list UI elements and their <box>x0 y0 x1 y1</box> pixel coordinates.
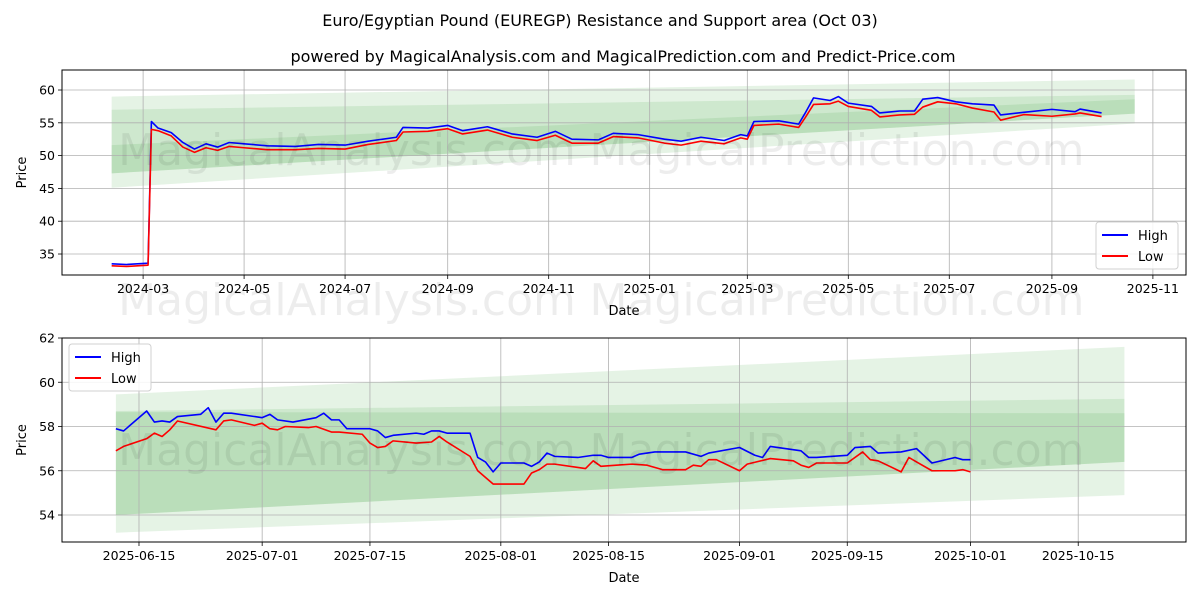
legend-label-low: Low <box>1138 250 1164 265</box>
x-tick-label: 2025-11 <box>1127 281 1179 296</box>
x-tick-label: 2024-07 <box>319 281 371 296</box>
legend-label-low: Low <box>111 372 137 387</box>
top-chart: 2024-03 2024-05 2024-07 2024-09 2024-11 2025-… <box>15 69 1187 319</box>
y-axis-label: Price <box>15 157 30 189</box>
watermark-prediction: MagicalPrediction.com <box>590 275 1085 326</box>
x-tick-label: 2025-09-01 <box>703 548 776 563</box>
x-tick-label: 2025-01 <box>624 281 676 296</box>
y-tick-label: 54 <box>39 508 55 523</box>
x-tick-label: 2025-03 <box>721 281 773 296</box>
x-tick-label: 2025-07-15 <box>334 548 407 563</box>
x-axis-label: Date <box>608 304 639 319</box>
x-tick-label: 2025-07 <box>923 281 975 296</box>
x-tick-label: 2025-09 <box>1026 281 1078 296</box>
x-tick-label: 2024-05 <box>218 281 270 296</box>
x-tick-label: 2024-09 <box>422 281 474 296</box>
x-tick-label: 2025-06-15 <box>103 548 176 563</box>
support-resistance-band <box>115 346 1125 533</box>
y-tick-label: 56 <box>39 463 55 478</box>
y-tick-label: 60 <box>39 83 55 98</box>
x-tick-label: 2024-11 <box>523 281 575 296</box>
x-tick-label: 2025-08-15 <box>572 548 645 563</box>
y-axis-label: Price <box>15 424 30 456</box>
watermark-analysis: MagicalAnalysis.com <box>118 125 576 176</box>
x-tick-label: 2025-05 <box>822 281 874 296</box>
legend-label-high: High <box>111 351 141 366</box>
legend-label-high: High <box>1138 229 1168 244</box>
watermark-prediction: MagicalPrediction.com <box>590 425 1085 476</box>
y-tick-label: 62 <box>39 331 55 346</box>
plot-frame <box>61 337 1187 543</box>
y-tick-label: 58 <box>39 419 55 434</box>
support-resistance-band <box>115 412 1125 516</box>
chart-subtitle: powered by MagicalAnalysis.com and Magic… <box>290 47 955 66</box>
legend: High Low <box>68 343 152 392</box>
plot-frame <box>61 69 1187 276</box>
support-resistance-band <box>111 99 1135 174</box>
x-tick-label: 2025-10-15 <box>1042 548 1115 563</box>
chart-title: Euro/Egyptian Pound (EUREGP) Resistance … <box>322 11 878 30</box>
x-tick-label: 2025-08-01 <box>464 548 537 563</box>
legend-box <box>68 343 152 392</box>
watermark-analysis: MagicalAnalysis.com <box>118 425 576 476</box>
x-tick-label: 2025-10-01 <box>934 548 1007 563</box>
legend-box <box>1095 221 1179 270</box>
series-line-high <box>115 406 971 473</box>
legend: High Low <box>1095 221 1179 270</box>
series-line-low <box>111 100 1102 268</box>
watermarks: MagicalAnalysis.com MagicalPrediction.co… <box>118 125 1084 476</box>
x-tick-label: 2025-09-15 <box>811 548 884 563</box>
y-tick-label: 50 <box>39 148 55 163</box>
x-tick-label: 2024-03 <box>117 281 169 296</box>
series-line-low <box>115 419 971 485</box>
y-tick-label: 35 <box>39 247 55 262</box>
x-tick-label: 2025-07-01 <box>226 548 299 563</box>
y-tick-label: 55 <box>39 115 55 130</box>
bottom-chart: 2025-06-15 2025-07-01 2025-07-15 2025-08-01… <box>15 331 1187 586</box>
x-axis-label: Date <box>608 571 639 586</box>
watermark-prediction: MagicalPrediction.com <box>590 125 1085 176</box>
watermark-analysis: MagicalAnalysis.com <box>118 275 576 326</box>
series-line-high <box>111 95 1102 266</box>
y-tick-label: 40 <box>39 214 55 229</box>
y-tick-label: 60 <box>39 375 55 390</box>
y-tick-label: 45 <box>39 181 55 196</box>
